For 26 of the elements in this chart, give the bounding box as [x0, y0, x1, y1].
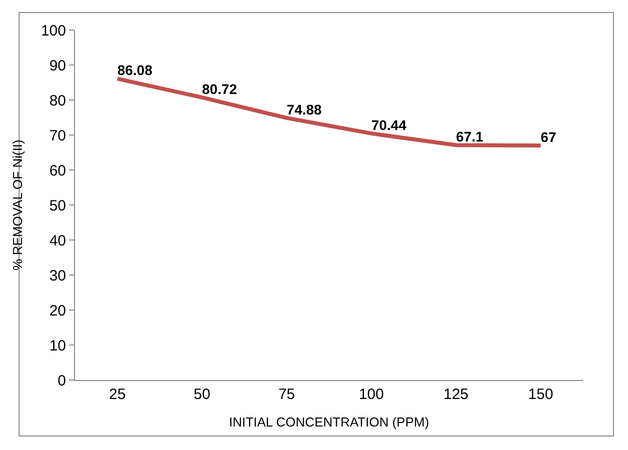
- y-tick-label: 50: [49, 197, 66, 214]
- x-tick-label: 75: [278, 386, 296, 403]
- y-tick-label: 90: [49, 57, 66, 74]
- data-label: 74.88: [286, 101, 322, 118]
- x-tick-label: 100: [358, 386, 384, 403]
- x-axis-title: INITIAL CONCENTRATION (PPM): [228, 414, 430, 430]
- data-label: 80.72: [202, 80, 238, 97]
- y-tick-label: 40: [49, 232, 66, 250]
- y-tick-label: 20: [49, 302, 66, 320]
- y-tick-label: 0: [58, 372, 66, 390]
- y-tick-label: 10: [49, 337, 66, 354]
- y-tick-label: 100: [40, 22, 66, 40]
- y-tick-label: 70: [49, 127, 66, 144]
- data-label: 67: [540, 129, 556, 145]
- y-tick-label: 60: [49, 162, 66, 180]
- line-series: [115, 76, 543, 148]
- y-axis-title: % REMOVAL OF Ni(II): [10, 140, 25, 270]
- y-tick-label: 30: [49, 267, 66, 284]
- x-tick-label: 125: [443, 386, 469, 403]
- x-tick-label: 50: [194, 386, 210, 403]
- data-label: 70.44: [371, 116, 407, 133]
- data-label: 86.08: [117, 62, 153, 78]
- x-tick-label: 150: [528, 386, 554, 403]
- y-tick-label: 80: [49, 92, 66, 110]
- x-tick-label: 25: [108, 386, 126, 403]
- data-label: 67.1: [456, 128, 484, 145]
